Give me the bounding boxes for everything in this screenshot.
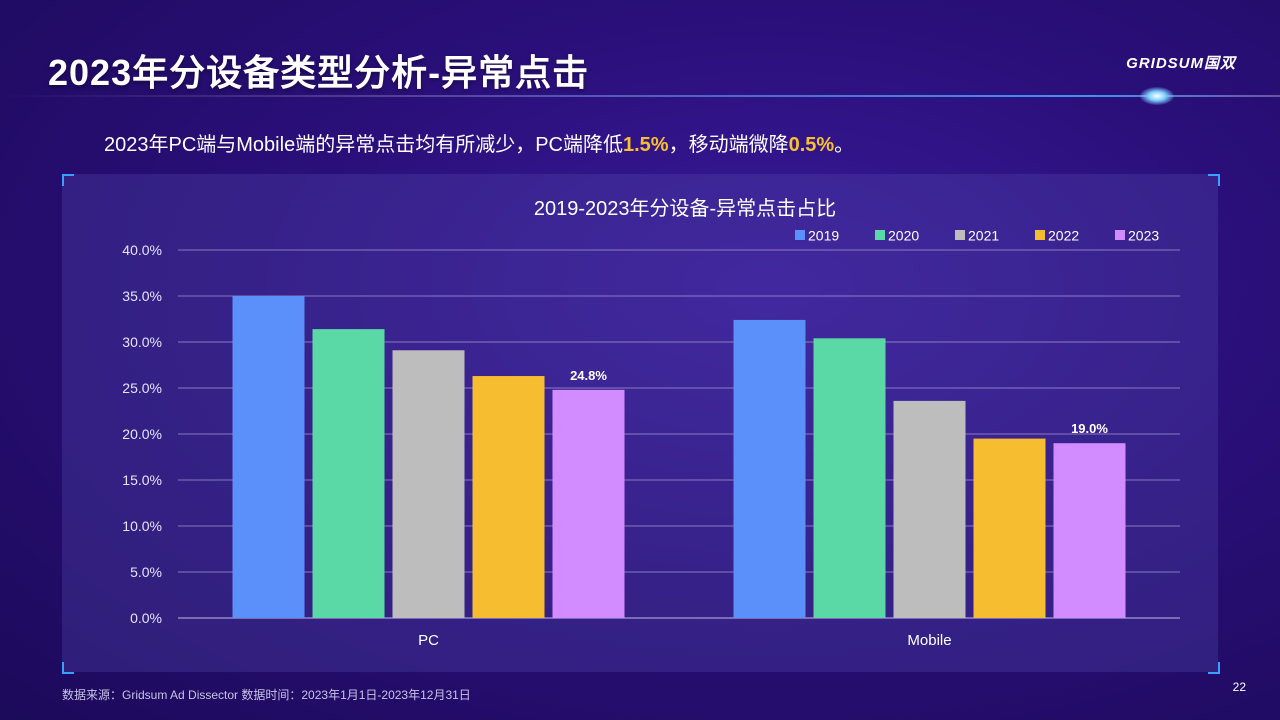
bar-pc-2023 [552,389,625,618]
bar-pc-2020 [312,329,385,618]
y-tick-label: 30.0% [122,334,162,350]
legend-swatch-2019 [795,230,805,240]
header-divider [0,95,1280,97]
bar-mobile-2022 [973,438,1046,618]
summary-text: 2023年PC端与Mobile端的异常点击均有所减少，PC端降低1.5%，移动端… [104,128,854,157]
summary-part-2: ，移动端微降 [668,134,789,156]
y-tick-label: 40.0% [122,242,162,258]
data-label: 19.0% [1071,421,1108,436]
y-tick-label: 20.0% [122,426,162,442]
legend-swatch-2022 [1035,230,1045,240]
data-label: 24.8% [570,368,607,383]
y-tick-label: 5.0% [130,564,162,580]
bar-mobile-2020 [813,338,886,618]
summary-part-1: 2023年PC端与Mobile端的异常点击均有所减少，PC端降低 [104,134,623,156]
bar-mobile-2021 [893,400,966,618]
y-tick-label: 0.0% [130,610,162,626]
legend-swatch-2020 [875,230,885,240]
legend-label-2021: 2021 [968,228,999,244]
bar-pc-2019 [232,296,305,618]
bar-pc-2021 [392,350,465,618]
divider-glow [1140,87,1174,105]
panel-corner-top-right [1208,174,1220,186]
page-title: 2023年分设备类型分析-异常点击 [48,52,590,93]
x-category-label: PC [418,632,439,649]
panel-corner-bottom-left [62,662,74,674]
panel-corner-bottom-right [1208,662,1220,674]
y-tick-label: 15.0% [122,472,162,488]
pc-decrease-value: 1.5% [622,134,669,156]
mobile-decrease-value: 0.5% [788,134,835,156]
bar-mobile-2019 [733,319,806,618]
y-tick-label: 10.0% [122,518,162,534]
y-tick-label: 35.0% [122,288,162,304]
legend-label-2022: 2022 [1048,228,1079,244]
summary-part-3: 。 [834,134,855,156]
x-category-label: Mobile [907,632,951,649]
legend-swatch-2021 [955,230,965,240]
panel-corner-top-left [62,174,74,186]
legend-label-2020: 2020 [888,228,919,244]
legend-label-2019: 2019 [808,228,839,244]
data-source-footer: 数据来源：Gridsum Ad Dissector 数据时间：2023年1月1日… [62,688,471,702]
y-tick-label: 25.0% [122,380,162,396]
bar-pc-2022 [472,376,545,618]
gridsum-logo: GRIDSUM国双 [1126,55,1236,72]
page-number: 22 [1232,680,1246,694]
legend-label-2023: 2023 [1128,228,1159,244]
bar-mobile-2023 [1053,443,1126,618]
legend-swatch-2023 [1115,230,1125,240]
chart-title: 2019-2023年分设备-异常点击占比 [534,197,836,220]
